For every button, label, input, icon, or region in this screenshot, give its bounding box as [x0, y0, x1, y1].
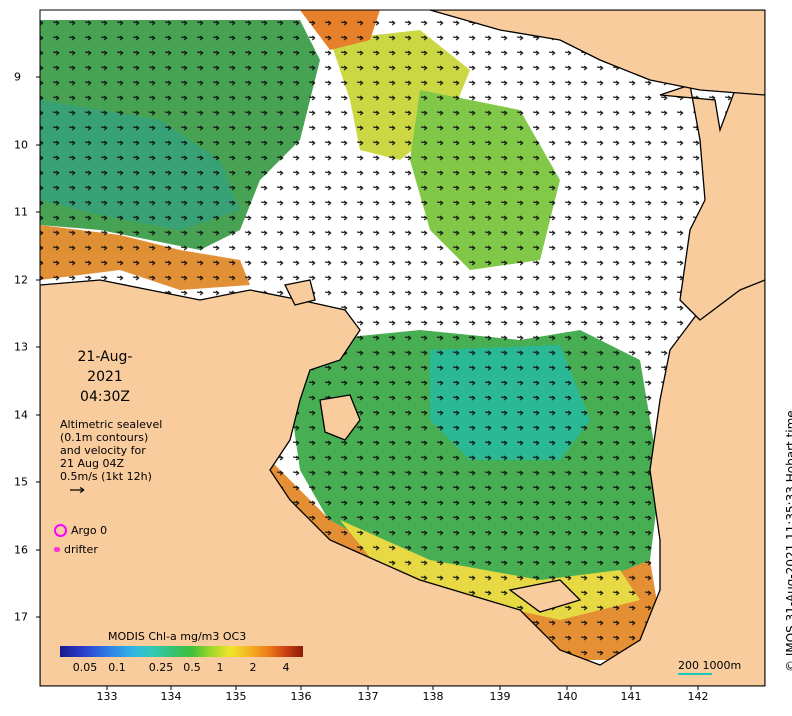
x-tick-label: 134: [160, 690, 182, 703]
drifter-label: drifter: [64, 543, 98, 556]
x-tick-label: 138: [422, 690, 444, 703]
colorbar-tick: 0.05: [72, 661, 98, 674]
y-tick-label: 14: [14, 408, 28, 422]
isobath-scale-label: 200 1000m: [678, 659, 742, 672]
colorbar-tick: 4: [282, 661, 290, 674]
info-line: 0.5m/s (1kt 12h): [60, 470, 152, 483]
time-line: 04:30Z: [80, 389, 130, 405]
sealevel-info: Altimetric sealevel (0.1m contours) and …: [60, 418, 162, 496]
x-tick-label: 140: [556, 690, 578, 703]
info-line: (0.1m contours): [60, 431, 149, 444]
land-layer: [40, 10, 765, 686]
info-line: 21 Aug 04Z: [60, 457, 125, 470]
x-tick-label: 137: [357, 690, 379, 703]
drifter-legend: drifter: [54, 543, 98, 556]
x-tick-label: 141: [620, 690, 642, 703]
x-tick-label: 139: [489, 690, 511, 703]
info-line: and velocity for: [60, 444, 146, 457]
y-tick-label: 17: [14, 610, 28, 624]
y-tick-label: 11: [14, 205, 28, 219]
axis-ticks: [36, 76, 699, 690]
x-tick-label: 135: [225, 690, 247, 703]
date-line: 21-Aug-2021: [77, 349, 133, 385]
colorbar-title: MODIS Chl-a mg/m3 OC3: [108, 630, 247, 643]
y-tick-label: 13: [14, 340, 28, 354]
colorbar: [60, 646, 303, 657]
info-line: Altimetric sealevel: [60, 418, 163, 431]
x-tick-label: 136: [290, 690, 312, 703]
date-label: 21-Aug-2021 04:30Z: [60, 347, 150, 407]
y-tick-label: 15: [14, 475, 28, 489]
y-tick-label: 9: [14, 70, 21, 84]
argo-marker-icon: [54, 524, 67, 537]
land-new-guinea: [429, 10, 765, 96]
y-tick-label: 16: [14, 543, 28, 557]
colorbar-tick: 1: [216, 661, 224, 674]
colorbar-tick: 0.25: [148, 661, 174, 674]
x-tick-label: 133: [96, 690, 118, 703]
plot-frame: [39, 9, 766, 687]
land-wessel-islands: [284, 279, 316, 306]
land-mornington-island: [508, 579, 582, 613]
colorbar-tick: 0.1: [108, 661, 126, 674]
colorbar-tick: 2: [249, 661, 257, 674]
drifter-marker-icon: [54, 547, 60, 552]
argo-legend: Argo 0: [54, 524, 107, 537]
x-tick-label: 142: [687, 690, 709, 703]
velocity-scale-arrow-icon: [70, 486, 85, 494]
land-groote-eylandt: [319, 394, 361, 441]
isobath-scale-bar: [678, 673, 712, 675]
y-tick-label: 12: [14, 273, 28, 287]
y-tick-label: 10: [14, 138, 28, 152]
colorbar-ticks: 0.05 0.1 0.25 0.5 1 2 4: [60, 661, 303, 675]
colorbar-tick: 0.5: [183, 661, 201, 674]
imos-credit: © IMOS 31-Aug-2021 11:35:33 Hobart time: [784, 410, 792, 672]
argo-label: Argo 0: [71, 524, 108, 537]
